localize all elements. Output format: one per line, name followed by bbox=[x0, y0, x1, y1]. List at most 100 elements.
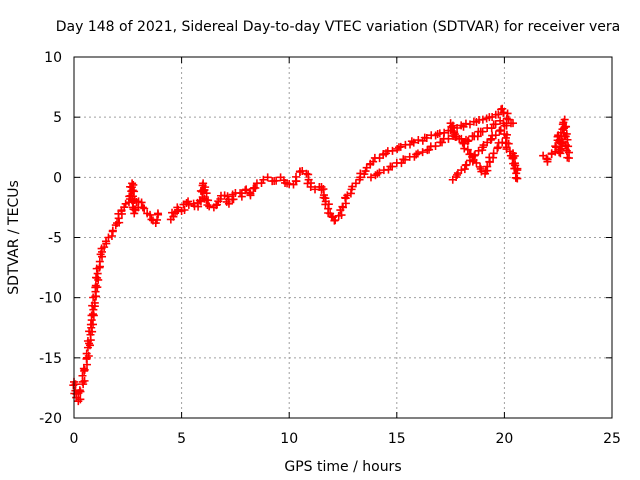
y-tick-label: 0 bbox=[53, 170, 62, 186]
data-point bbox=[250, 183, 259, 192]
data-point bbox=[298, 166, 307, 175]
series-track-1 bbox=[69, 179, 163, 406]
data-point bbox=[462, 160, 471, 169]
series-track-2 bbox=[166, 166, 324, 224]
y-axis-label: SDTVAR / TECUs bbox=[6, 180, 22, 295]
data-point bbox=[76, 395, 85, 404]
data-point bbox=[205, 202, 214, 211]
axis-ticks: 0 5 10 15 20 25 -20 -15 -10 -5 0 5 10 bbox=[39, 50, 621, 447]
data-point bbox=[556, 149, 565, 158]
data-point bbox=[93, 269, 102, 278]
data-point bbox=[401, 155, 410, 164]
data-point bbox=[229, 195, 238, 204]
data-point bbox=[561, 122, 570, 131]
series-track-7 bbox=[508, 149, 522, 183]
data-point bbox=[375, 168, 384, 177]
data-point bbox=[431, 142, 440, 151]
data-point bbox=[470, 150, 479, 159]
data-point bbox=[140, 204, 149, 213]
y-tick-label: -20 bbox=[39, 411, 62, 427]
chart-title: Day 148 of 2021, Sidereal Day-to-day VTE… bbox=[56, 19, 620, 35]
data-point bbox=[203, 201, 212, 210]
data-point bbox=[128, 179, 137, 188]
x-tick-label: 15 bbox=[388, 431, 406, 447]
data-point bbox=[184, 200, 193, 209]
data-point bbox=[388, 162, 397, 171]
data-point bbox=[80, 365, 89, 374]
data-point bbox=[489, 149, 498, 158]
data-point bbox=[373, 169, 382, 178]
x-axis-label: GPS time / hours bbox=[284, 459, 401, 475]
y-tick-label: 5 bbox=[53, 110, 62, 126]
data-point bbox=[437, 138, 446, 147]
data-point bbox=[409, 138, 418, 147]
series-track-3 bbox=[317, 104, 518, 225]
data-point bbox=[458, 138, 467, 147]
data-point bbox=[509, 119, 518, 128]
data-point bbox=[499, 108, 508, 117]
data-point bbox=[202, 189, 211, 198]
data-point bbox=[291, 172, 300, 181]
data-point bbox=[259, 175, 268, 184]
data-point bbox=[455, 134, 464, 143]
series-track-8 bbox=[539, 115, 574, 166]
series-track-4 bbox=[366, 116, 511, 182]
data-point bbox=[481, 166, 490, 175]
y-tick-label: 10 bbox=[44, 50, 62, 66]
data-point bbox=[504, 139, 513, 148]
data-point bbox=[80, 376, 89, 385]
data-point bbox=[491, 120, 500, 129]
data-point bbox=[75, 386, 84, 395]
data-point bbox=[82, 349, 91, 358]
data-points bbox=[69, 104, 574, 406]
data-point bbox=[366, 173, 375, 182]
data-point bbox=[130, 187, 139, 196]
y-tick-label: -15 bbox=[39, 351, 62, 367]
data-point bbox=[513, 164, 522, 173]
data-point bbox=[513, 174, 522, 183]
data-point bbox=[501, 133, 510, 142]
data-point bbox=[564, 154, 573, 163]
data-point bbox=[412, 150, 421, 159]
x-tick-label: 10 bbox=[280, 431, 298, 447]
data-point bbox=[508, 153, 517, 162]
data-point bbox=[460, 165, 469, 174]
data-point bbox=[457, 166, 466, 175]
x-tick-label: 0 bbox=[70, 431, 79, 447]
data-point bbox=[180, 205, 189, 214]
data-point bbox=[87, 311, 96, 320]
data-point bbox=[88, 327, 97, 336]
data-point bbox=[327, 212, 336, 221]
data-point bbox=[146, 210, 155, 219]
data-point bbox=[483, 162, 492, 171]
data-point bbox=[396, 142, 405, 151]
data-point bbox=[212, 201, 221, 210]
data-point bbox=[306, 182, 315, 191]
data-point bbox=[448, 121, 457, 130]
data-point bbox=[78, 371, 87, 380]
data-point bbox=[543, 155, 552, 164]
data-point bbox=[453, 170, 462, 179]
data-point bbox=[388, 146, 397, 155]
data-point bbox=[138, 203, 147, 212]
data-point bbox=[86, 320, 95, 329]
data-point bbox=[447, 122, 456, 131]
data-point bbox=[413, 149, 422, 158]
data-point bbox=[337, 211, 346, 220]
data-point bbox=[478, 127, 487, 136]
data-point bbox=[89, 305, 98, 314]
series-track-6 bbox=[448, 126, 513, 184]
data-point bbox=[317, 185, 326, 194]
data-point bbox=[137, 198, 146, 207]
data-point bbox=[104, 233, 113, 242]
data-point bbox=[331, 216, 340, 225]
data-point bbox=[95, 257, 104, 266]
data-point bbox=[69, 381, 78, 390]
data-point bbox=[559, 124, 568, 133]
data-point bbox=[263, 173, 272, 182]
data-point bbox=[418, 148, 427, 157]
data-point bbox=[91, 281, 100, 290]
data-point bbox=[494, 110, 503, 119]
data-point bbox=[351, 179, 360, 188]
